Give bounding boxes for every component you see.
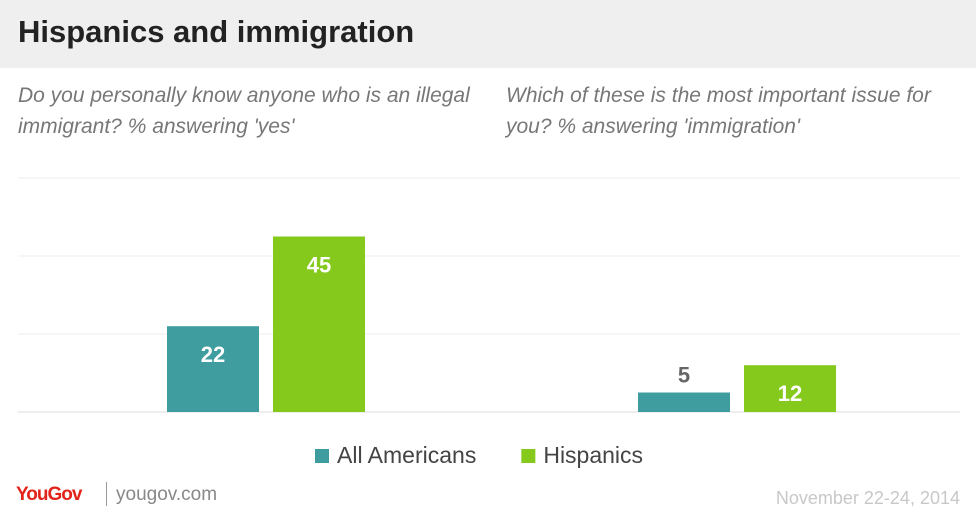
brand-logo: YouGov [16, 484, 82, 505]
date: November 22-24, 2014 [775, 488, 960, 508]
legend-swatch [521, 449, 536, 463]
site: yougov.com [116, 484, 218, 505]
data-label: 12 [778, 381, 802, 406]
chart-title: Hispanics and immigration [18, 14, 415, 49]
header-band [0, 0, 976, 68]
bar [273, 236, 365, 412]
panel-question: Do you personally know anyone who is an … [18, 84, 470, 138]
bar [167, 326, 259, 412]
data-label: 5 [678, 362, 690, 387]
separator [106, 482, 107, 506]
data-label: 45 [307, 252, 331, 277]
legend-label: Hispanics [543, 442, 643, 468]
legend-swatch [315, 449, 329, 463]
data-label: 22 [201, 342, 225, 367]
legend-label: All Americans [337, 442, 476, 468]
bar [744, 365, 836, 412]
bar [638, 392, 730, 412]
panel-question: Which of these is the most important iss… [506, 84, 931, 138]
